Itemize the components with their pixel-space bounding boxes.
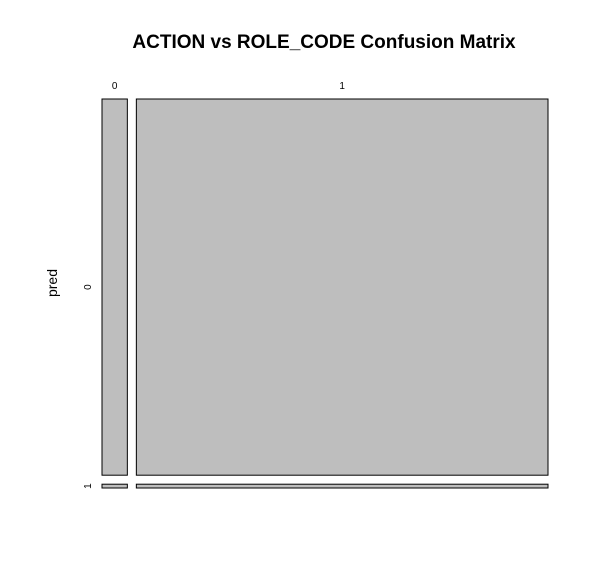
row-label-1: 1 — [83, 483, 94, 489]
cell-1-0 — [135, 98, 549, 476]
column-label-0: 0 — [112, 81, 118, 92]
row-label-0: 0 — [83, 284, 94, 290]
column-label-1: 1 — [339, 81, 345, 92]
chart-title: ACTION vs ROLE_CODE Confusion Matrix — [132, 32, 516, 53]
cell-0-1 — [101, 483, 128, 489]
row-labels: 01 — [83, 284, 94, 489]
y-axis-label: pred — [44, 269, 60, 297]
cell-1-1 — [135, 483, 549, 489]
mosaic-cells — [101, 98, 549, 489]
cell-0-0 — [101, 98, 128, 476]
